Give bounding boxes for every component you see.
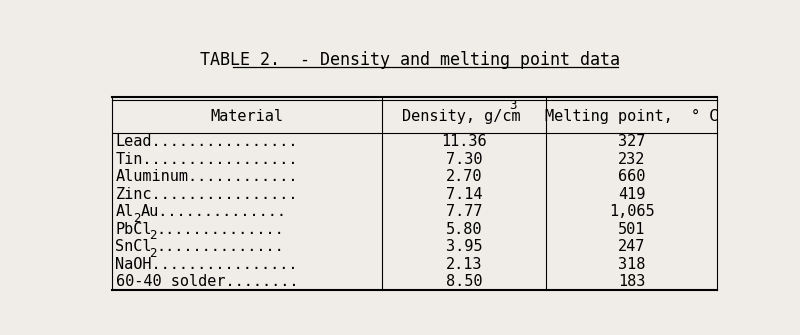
Text: 11.36: 11.36 — [442, 134, 487, 149]
Text: Material: Material — [210, 109, 284, 124]
Text: Zinc................: Zinc................ — [115, 187, 298, 202]
Text: 327: 327 — [618, 134, 646, 149]
Text: 2.13: 2.13 — [446, 257, 482, 272]
Text: 2.70: 2.70 — [446, 169, 482, 184]
Text: Melting point,  ° C: Melting point, ° C — [545, 109, 718, 124]
Text: 8.50: 8.50 — [446, 274, 482, 289]
Text: 232: 232 — [618, 152, 646, 167]
Text: 7.77: 7.77 — [446, 204, 482, 219]
Text: NaOH................: NaOH................ — [115, 257, 298, 272]
Text: 5.80: 5.80 — [446, 222, 482, 237]
Text: PbCl: PbCl — [115, 222, 152, 237]
Text: Lead................: Lead................ — [115, 134, 298, 149]
Text: 318: 318 — [618, 257, 646, 272]
Text: 3.95: 3.95 — [446, 239, 482, 254]
Text: ..............: .............. — [157, 222, 284, 237]
Text: 501: 501 — [618, 222, 646, 237]
Text: 1,065: 1,065 — [609, 204, 654, 219]
Text: 7.30: 7.30 — [446, 152, 482, 167]
Text: Density, g/cm: Density, g/cm — [402, 109, 521, 124]
Text: 183: 183 — [618, 274, 646, 289]
Text: 3: 3 — [509, 99, 516, 113]
Text: Tin.................: Tin................. — [115, 152, 298, 167]
Text: 60-40 solder........: 60-40 solder........ — [115, 274, 298, 289]
Text: 2: 2 — [149, 247, 157, 260]
Text: 660: 660 — [618, 169, 646, 184]
Text: 2: 2 — [149, 229, 157, 242]
Text: Aluminum............: Aluminum............ — [115, 169, 298, 184]
Text: 419: 419 — [618, 187, 646, 202]
Text: Al: Al — [115, 204, 134, 219]
Text: 247: 247 — [618, 239, 646, 254]
Text: 7.14: 7.14 — [446, 187, 482, 202]
Text: TABLE 2.  - Density and melting point data: TABLE 2. - Density and melting point dat… — [200, 51, 620, 69]
Text: 2: 2 — [133, 212, 140, 225]
Text: SnCl: SnCl — [115, 239, 152, 254]
Text: Au..............: Au.............. — [140, 204, 286, 219]
Text: ..............: .............. — [157, 239, 284, 254]
